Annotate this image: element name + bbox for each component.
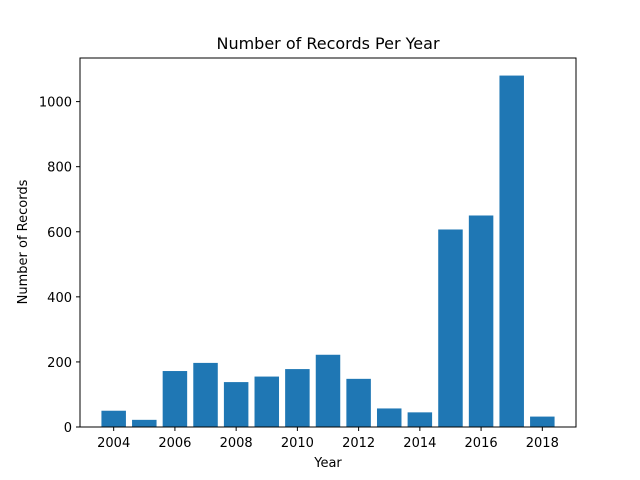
x-tick-label: 2008 (220, 436, 253, 451)
bar-2011 (315, 354, 341, 427)
x-tick-label: 2012 (342, 436, 375, 451)
bar-2010 (285, 369, 310, 427)
bar-2007 (193, 362, 218, 427)
bar-2016 (468, 215, 494, 427)
x-tick-label: 2010 (281, 436, 314, 451)
bar-2013 (376, 408, 402, 427)
bar-2009 (254, 376, 280, 427)
bar-2004 (101, 410, 126, 427)
bar-2006 (162, 371, 188, 427)
bar-2017 (499, 75, 524, 428)
x-tick-label: 2004 (97, 436, 130, 451)
plot-frame (79, 57, 577, 428)
x-axis-ticks: 2004 2006 2008 2010 2012 2014 2016 2018 (97, 427, 559, 451)
bars-group (101, 75, 555, 428)
bar-2012 (346, 378, 371, 427)
bar-2008 (223, 382, 249, 427)
y-tick-label: 1000 (39, 96, 72, 111)
x-tick-label: 2018 (526, 436, 559, 451)
bar-2014 (407, 412, 433, 427)
y-axis-ticks: 0 200 400 600 800 1000 (39, 96, 80, 436)
y-tick-label: 0 (64, 421, 72, 436)
bar-2018 (530, 416, 555, 427)
chart-title: Number of Records Per Year (216, 34, 439, 53)
y-tick-label: 400 (47, 291, 72, 306)
y-tick-label: 600 (47, 226, 72, 241)
x-tick-label: 2006 (158, 436, 191, 451)
bar-2005 (132, 419, 157, 427)
y-tick-label: 800 (47, 161, 72, 176)
x-axis-label: Year (313, 456, 342, 471)
x-tick-label: 2016 (465, 436, 498, 451)
y-axis-label: Number of Records (16, 179, 31, 304)
x-tick-label: 2014 (403, 436, 436, 451)
bar-2015 (438, 229, 463, 427)
y-tick-label: 200 (47, 356, 72, 371)
